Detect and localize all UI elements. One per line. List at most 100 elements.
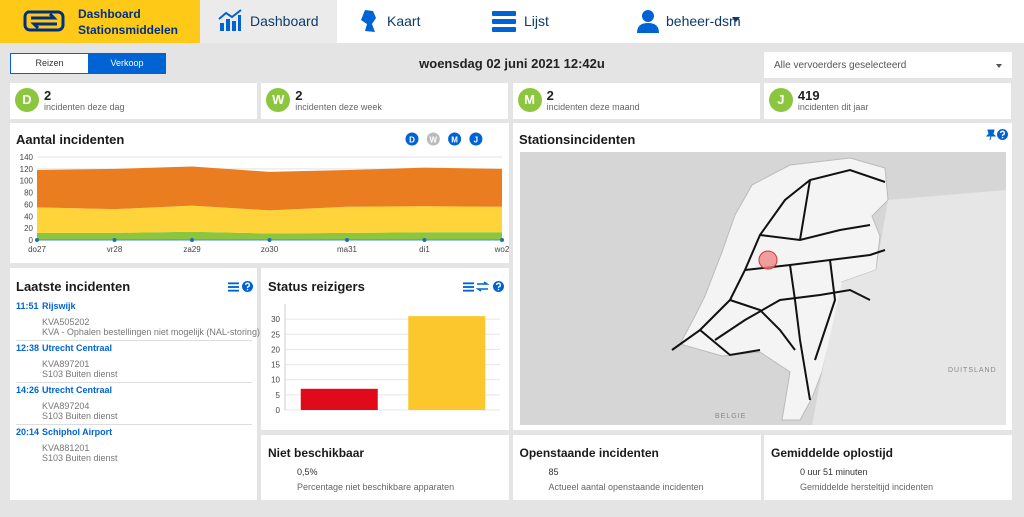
area: [37, 231, 502, 240]
x-tick-label: wo2: [494, 245, 510, 254]
incident-station[interactable]: Rijswijk: [42, 301, 76, 311]
nav-tab[interactable]: Kaart: [337, 0, 474, 43]
tab-label: Lijst: [524, 13, 549, 29]
pin-icon[interactable]: [985, 129, 997, 141]
y-tick-label: 0: [276, 406, 281, 415]
app-subtitle: Stationsmiddelen: [78, 23, 179, 37]
map-label: BELGIE: [715, 413, 746, 420]
x-tick-label: do27: [28, 245, 46, 254]
kpi-card: J 419 incidenten dit jaar: [763, 83, 1011, 119]
swap-icon[interactable]: [476, 281, 489, 292]
area: [37, 166, 502, 211]
y-tick-label: 100: [20, 177, 34, 186]
period-label: M: [451, 136, 458, 145]
incident-station[interactable]: Utrecht Centraal: [42, 343, 113, 353]
ns-logo: [23, 10, 65, 32]
map-label: DUITSLAND: [948, 367, 997, 374]
y-tick-label: 25: [271, 330, 280, 339]
area: [37, 205, 502, 234]
tab-icon: [218, 9, 242, 31]
map: [520, 152, 1006, 425]
period-button[interactable]: [448, 132, 462, 146]
incident-description: KVA - Ophalen bestellingen niet mogelijk…: [42, 327, 260, 337]
incident-description: S103 Buiten dienst: [42, 411, 118, 421]
user-icon: [637, 10, 659, 33]
y-tick-label: 5: [276, 391, 281, 400]
carrier-value: Alle vervoerders geselecteerd: [774, 60, 907, 71]
x-tick-dot: [345, 238, 349, 242]
tab-icon: [361, 10, 376, 32]
period-button[interactable]: [469, 132, 483, 146]
incident-code: KVA897201: [42, 359, 90, 369]
stat-card: Gemiddelde oplostijd 0 uur 51 minuten Gemi…: [764, 435, 1012, 500]
kpi-badge: J: [768, 88, 793, 112]
stat-card: Niet beschikbaar 0,5% Percentage niet besc…: [261, 435, 509, 500]
stat-card: Openstaande incidenten 85 Actueel aantal o…: [512, 435, 761, 500]
nav-tab[interactable]: Lijst: [474, 0, 612, 43]
period-button[interactable]: [405, 132, 419, 146]
incident-station[interactable]: Schiphol Airport: [42, 427, 113, 437]
mode-toggle-active[interactable]: Verkoop: [88, 53, 166, 74]
carrier-select[interactable]: Alle vervoerders geselecteerd: [764, 52, 1012, 78]
user-menu[interactable]: beheer-dsm: [612, 0, 762, 43]
incident-station[interactable]: Utrecht Centraal: [42, 385, 113, 395]
y-tick-label: 120: [20, 165, 34, 174]
x-tick-label: za29: [183, 245, 201, 254]
tab-icon: [492, 11, 516, 32]
separator: [16, 424, 252, 425]
card-title: Stationsincidenten: [519, 132, 636, 147]
tab-label: Dashboard: [250, 13, 319, 29]
caret: [732, 17, 740, 22]
user-name: beheer-dsm: [666, 13, 741, 29]
period-label: D: [409, 136, 415, 145]
logo[interactable]: Dashboard Stationsmiddelen: [0, 0, 200, 43]
separator: [16, 382, 252, 383]
x-tick-label: vr28: [107, 245, 123, 254]
bar: [300, 388, 378, 410]
stat-label: Percentage niet beschikbare apparaten: [297, 482, 455, 492]
datetime: woensdag 02 juni 2021 12:42u: [419, 56, 605, 71]
kpi-card: D 2 incidenten deze dag: [10, 83, 257, 119]
x-tick-label: zo30: [261, 245, 279, 254]
kpi-value: 2: [546, 88, 554, 103]
incident-time: 11:51: [16, 301, 39, 311]
tab-label: Kaart: [387, 13, 421, 29]
kpi-badge: W: [266, 88, 291, 112]
incident-time: 12:38: [16, 343, 40, 353]
separator: [16, 340, 252, 341]
kpi-label: incidenten deze dag: [44, 102, 125, 112]
x-tick-dot: [500, 238, 504, 242]
y-tick-label: 40: [24, 212, 33, 221]
incident-time: 20:14: [16, 427, 40, 437]
incident-time: 14:26: [16, 385, 40, 395]
stat-value: 0 uur 51 minuten: [800, 467, 868, 477]
x-tick-dot: [422, 238, 427, 242]
stat-value: 85: [548, 467, 559, 477]
kpi-card: W 2 incidenten deze week: [261, 83, 509, 119]
period-button[interactable]: [426, 132, 440, 146]
kpi-label: incidenten deze week: [295, 102, 382, 112]
y-tick-label: 20: [24, 224, 33, 233]
kpi-value: 2: [44, 88, 52, 103]
y-tick-label: 30: [271, 315, 280, 324]
card-title: Gemiddelde oplostijd: [771, 446, 894, 460]
kpi-label: incidenten dit jaar: [797, 102, 869, 112]
x-tick-label: di1: [419, 245, 430, 254]
y-tick-label: 20: [271, 345, 280, 354]
kpi-badge: M: [517, 88, 542, 112]
card-title: Status reizigers: [268, 279, 365, 294]
stat-label: Actueel aantal openstaande incidenten: [548, 482, 704, 492]
mode-toggle[interactable]: Reizen: [10, 53, 89, 74]
latest-incidents-card: Laatste incidenten 11:51 Rijswijk KVA50520…: [10, 268, 260, 500]
caret: [996, 64, 1002, 68]
period-label: W: [430, 136, 438, 145]
bar: [408, 316, 486, 410]
card-title: Niet beschikbaar: [268, 446, 365, 460]
incident-code: KVA897204: [42, 401, 90, 411]
incident-code: KVA881201: [42, 443, 90, 453]
y-tick-label: 60: [24, 200, 33, 209]
nav-tab[interactable]: Dashboard: [200, 0, 337, 43]
y-tick-label: 15: [271, 361, 280, 370]
y-tick-label: 140: [20, 153, 34, 162]
